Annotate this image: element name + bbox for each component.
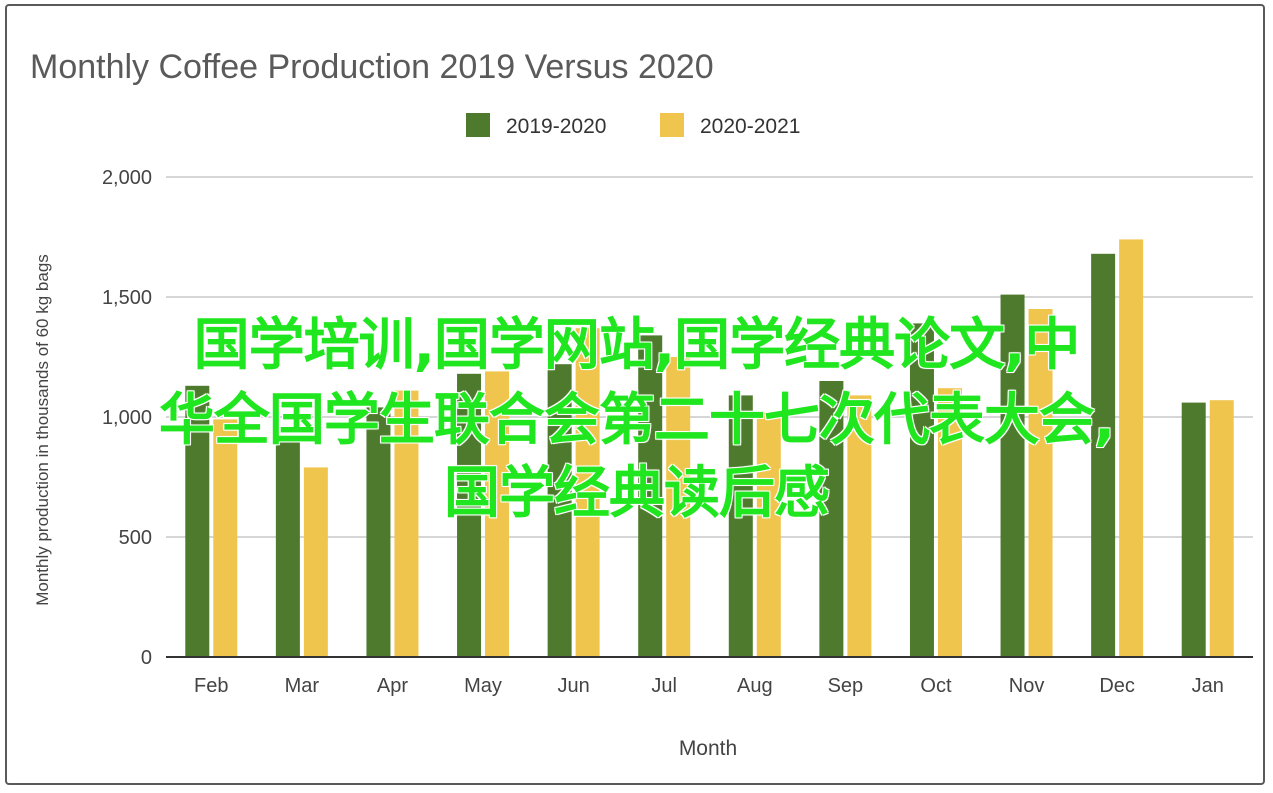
bar-2020-2021-Dec bbox=[1119, 239, 1144, 657]
bar-2020-2021-Jan bbox=[1209, 400, 1234, 657]
y-axis-title: Monthly production in thousands of 60 kg… bbox=[33, 254, 52, 606]
legend-swatch-2019-2020 bbox=[466, 113, 490, 137]
bar-2020-2021-Sep bbox=[847, 395, 872, 657]
legend: 2019-2020 2020-2021 bbox=[466, 113, 800, 138]
y-tick-label: 1,000 bbox=[102, 407, 152, 429]
x-tick-label: Nov bbox=[1009, 675, 1045, 697]
x-tick-label: Dec bbox=[1099, 675, 1135, 697]
x-tick-label: Feb bbox=[194, 675, 228, 697]
x-tick-label: Jun bbox=[558, 675, 590, 697]
x-tick-label: Apr bbox=[377, 675, 408, 697]
y-tick-label: 1,500 bbox=[102, 287, 152, 309]
bar-2020-2021-Jul bbox=[666, 357, 691, 657]
bar-2019-2020-Dec bbox=[1091, 253, 1116, 658]
gridlines bbox=[166, 176, 1253, 538]
x-axis-title: Month bbox=[679, 737, 737, 760]
bar-2019-2020-May bbox=[457, 373, 482, 657]
legend-label-2019-2020: 2019-2020 bbox=[506, 115, 606, 138]
chart-frame bbox=[5, 4, 1265, 785]
bar-2019-2020-Nov bbox=[1000, 294, 1025, 657]
bar-2020-2021-Nov bbox=[1028, 309, 1053, 657]
bar-2019-2020-Oct bbox=[909, 323, 934, 657]
bar-2019-2020-Sep bbox=[819, 381, 844, 657]
bar-2019-2020-Aug bbox=[728, 395, 753, 657]
x-tick-label: Aug bbox=[737, 675, 773, 697]
bar-2020-2021-Oct bbox=[937, 388, 962, 657]
bar-2020-2021-May bbox=[485, 371, 510, 657]
x-tick-label: Jan bbox=[1192, 675, 1224, 697]
y-tick-label: 2,000 bbox=[102, 167, 152, 189]
y-tick-label: 0 bbox=[141, 647, 152, 669]
bar-2020-2021-Apr bbox=[394, 390, 419, 657]
bars bbox=[185, 239, 1234, 658]
bar-2019-2020-Jun bbox=[547, 364, 572, 657]
bar-2020-2021-Mar bbox=[303, 467, 328, 657]
legend-label-2020-2021: 2020-2021 bbox=[700, 115, 800, 138]
bar-2019-2020-Apr bbox=[366, 407, 391, 657]
x-tick-labels: Feb Mar Apr May Jun Jul Aug Sep Oct Nov Dec Jan bbox=[194, 675, 1224, 697]
x-tick-label: May bbox=[464, 675, 502, 697]
bar-2020-2021-Jun bbox=[575, 328, 600, 657]
y-tick-label: 500 bbox=[119, 527, 152, 549]
legend-swatch-2020-2021 bbox=[660, 113, 684, 137]
y-tick-labels: 0 500 1,000 1,500 2,000 bbox=[102, 167, 152, 669]
bar-2019-2020-Jan bbox=[1181, 402, 1206, 657]
bar-2019-2020-Jul bbox=[638, 335, 663, 657]
chart-title: Monthly Coffee Production 2019 Versus 20… bbox=[30, 48, 714, 86]
bar-2019-2020-Feb bbox=[185, 385, 210, 657]
x-tick-label: Mar bbox=[285, 675, 320, 697]
bar-2020-2021-Aug bbox=[756, 412, 781, 657]
x-tick-label: Jul bbox=[651, 675, 677, 697]
bar-2019-2020-Mar bbox=[275, 438, 300, 657]
x-tick-label: Oct bbox=[920, 675, 952, 697]
x-tick-label: Sep bbox=[828, 675, 864, 697]
bar-2020-2021-Feb bbox=[213, 419, 238, 657]
